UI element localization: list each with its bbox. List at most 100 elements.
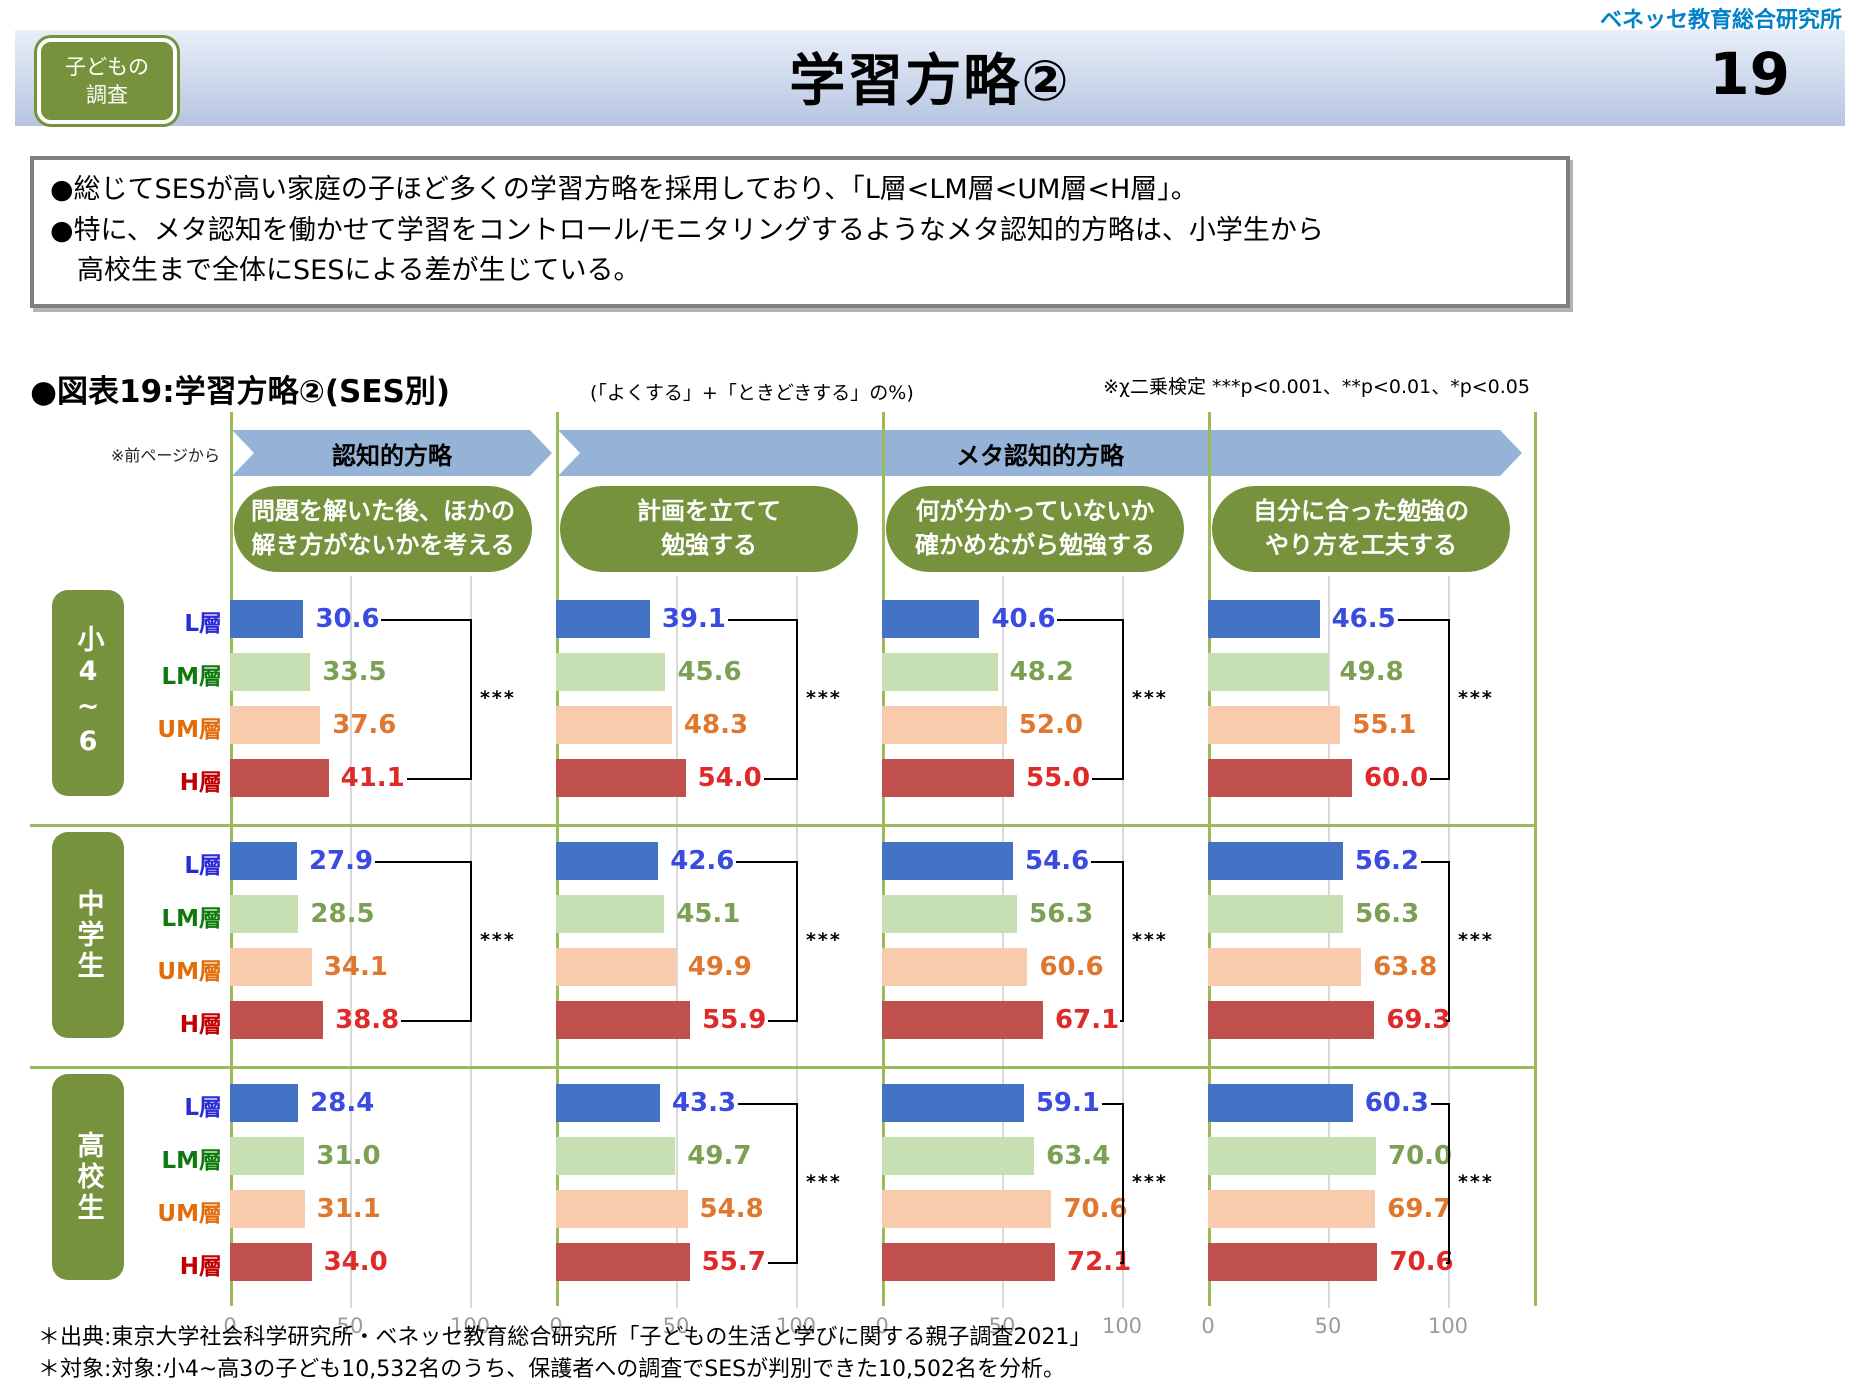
title-bar: 子どもの 調査 学習方略② 19 — [15, 30, 1845, 126]
bar-value-label: 45.6 — [677, 657, 742, 687]
sig-bracket-bottom — [767, 1262, 796, 1264]
survey-badge: 子どもの 調査 — [37, 38, 177, 124]
summary-line: ●総じてSESが高い家庭の子ほど多くの学習方略を採用しており、「L層<LM層<U… — [50, 174, 1198, 205]
column-callout: 自分に合った勉強の やり方を工夫する — [1212, 486, 1510, 572]
bar — [230, 1084, 299, 1122]
bar-value-label: 54.0 — [697, 763, 762, 793]
bar — [230, 1243, 312, 1281]
column-callout-line: 勉強する — [661, 531, 757, 559]
bar-value-label: 43.3 — [671, 1088, 737, 1118]
bar-value-label: 31.0 — [316, 1141, 381, 1171]
bar-value-label: 40.6 — [991, 604, 1056, 634]
bar-value-label: 60.0 — [1364, 763, 1429, 793]
column-callout-line: 確かめながら勉強する — [915, 531, 1155, 559]
significance-stars: *** — [1458, 928, 1494, 951]
row-group-label: 小4~6 — [52, 590, 124, 796]
bar-value-label: 52.0 — [1018, 710, 1083, 740]
sig-bracket-bottom — [1092, 778, 1122, 780]
axis-tick-label: 50 — [662, 1314, 690, 1338]
sig-bracket-bottom — [1446, 1262, 1448, 1264]
sig-bracket — [1430, 1103, 1450, 1264]
column-callout-line: 自分に合った勉強の — [1253, 497, 1469, 526]
gridline — [350, 576, 352, 1308]
bar — [556, 759, 686, 797]
bar — [556, 1084, 660, 1122]
bar-value-label: 69.3 — [1386, 1005, 1451, 1035]
row-group-label: 中学生 — [52, 832, 124, 1038]
axis-tick-label: 100 — [775, 1314, 817, 1338]
series-label: LM層 — [161, 664, 222, 690]
summary-line: ●特に、メタ認知を働かせて学習をコントロール/モニタリングするようなメタ認知的方… — [50, 214, 1324, 246]
bar-value-label: 42.6 — [670, 846, 735, 876]
bar-value-label: 55.1 — [1352, 710, 1417, 740]
bar — [882, 759, 1014, 797]
bar-value-label: 70.6 — [1063, 1194, 1128, 1224]
bar — [1208, 1001, 1375, 1039]
sig-bracket — [736, 861, 798, 1022]
axis-tick-label: 0 — [875, 1314, 889, 1338]
bar-value-label: 31.1 — [316, 1194, 381, 1224]
bar-value-label: 63.8 — [1373, 952, 1438, 982]
column-callout: 計画を立てて 勉強する — [560, 486, 858, 572]
page-title: 学習方略② — [789, 49, 1071, 114]
bar — [882, 1243, 1056, 1281]
chart: ※前ページから 認知的方略 メタ認知的方略 問題を解いた後、ほかの 解き方がないかを考… — [30, 412, 1542, 1355]
significance-stars: *** — [1132, 686, 1168, 709]
bar — [230, 653, 311, 691]
axis-tick-label: 0 — [549, 1314, 563, 1338]
column-callout-line: やり方を工夫する — [1265, 531, 1457, 559]
footnotes: ＊出典:東京大学社会科学研究所・ベネッセ教育総合研究所「子どもの生活と学びに関す… — [38, 1322, 1091, 1386]
bar — [1208, 759, 1352, 797]
axis-tick-label: 50 — [336, 1314, 364, 1338]
prev-page-note: ※前ページから — [110, 446, 220, 465]
bar — [882, 1084, 1024, 1122]
series-label: H層 — [179, 770, 222, 796]
significance-stars: *** — [480, 928, 516, 951]
bar — [882, 1190, 1052, 1228]
significance-stars: *** — [1132, 1170, 1168, 1193]
significance-stars: *** — [1132, 928, 1168, 951]
series-label: UM層 — [157, 1201, 222, 1227]
bar-value-label: 60.3 — [1364, 1088, 1429, 1118]
bar-value-label: 38.8 — [335, 1005, 400, 1035]
bar-value-label: 54.6 — [1025, 846, 1090, 876]
significance-stars: *** — [806, 686, 842, 709]
strategy-band-arrow: メタ認知的方略 — [558, 430, 1522, 476]
page-number: 19 — [1709, 40, 1790, 108]
sig-bracket — [1057, 619, 1124, 780]
axis-tick-label: 50 — [1314, 1314, 1342, 1338]
bar-value-label: 46.5 — [1331, 604, 1396, 634]
sig-bracket-bottom — [768, 1020, 796, 1022]
bar — [882, 600, 980, 638]
bar-value-label: 56.3 — [1029, 899, 1094, 929]
bar-value-label: 55.0 — [1026, 763, 1091, 793]
significance-stars: *** — [480, 686, 516, 709]
series-label: L層 — [184, 1095, 222, 1121]
bar-value-label: 59.1 — [1035, 1088, 1100, 1118]
gridline — [676, 576, 678, 1308]
bar-value-label: 67.1 — [1055, 1005, 1120, 1035]
row-separator-line — [30, 1066, 1535, 1069]
figure-title-row: ●図表19:学習方略②(SES別) (「よくする」+「ときどきする」の%) ※χ… — [30, 366, 1830, 412]
column-callout-line: 解き方がないかを考える — [251, 531, 515, 559]
gridline — [1002, 576, 1004, 1308]
bar-value-label: 56.3 — [1355, 899, 1420, 929]
bar — [556, 653, 666, 691]
sig-bracket — [1420, 861, 1450, 1022]
bar — [556, 948, 676, 986]
bar-value-label: 70.6 — [1389, 1247, 1454, 1277]
bar — [1208, 948, 1362, 986]
series-label: H層 — [179, 1254, 222, 1280]
series-label: LM層 — [161, 906, 222, 932]
bar — [230, 1137, 305, 1175]
sig-bracket — [1091, 861, 1124, 1022]
sig-bracket-bottom — [1446, 1020, 1448, 1022]
significance-stars: *** — [1458, 686, 1494, 709]
bar — [1208, 706, 1341, 744]
series-label: H層 — [179, 1012, 222, 1038]
sig-bracket-bottom — [1120, 1262, 1122, 1264]
footnote-source: ＊出典:東京大学社会科学研究所・ベネッセ教育総合研究所「子どもの生活と学びに関す… — [38, 1325, 1092, 1350]
bar-value-label: 63.4 — [1046, 1141, 1111, 1171]
figure-title: ●図表19:学習方略②(SES別) — [30, 374, 450, 410]
sig-bracket — [1397, 619, 1450, 780]
